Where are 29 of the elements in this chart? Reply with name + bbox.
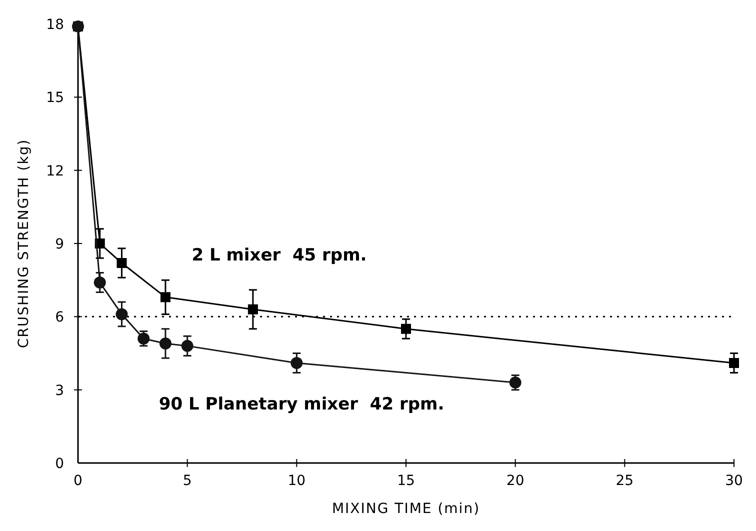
y-tick-label: 12 [46, 163, 64, 180]
text: 2 L mixer 45 rpm. [192, 246, 367, 266]
y-tick-label: 6 [55, 310, 64, 326]
y-axis-title: CRUSHING STRENGTH (kg) [16, 138, 32, 348]
x-tick-label: 15 [397, 473, 415, 489]
x-tick-label: 10 [288, 473, 306, 489]
point [159, 337, 172, 350]
point [94, 276, 106, 289]
point [181, 340, 194, 352]
x-tick-label: 20 [506, 473, 524, 489]
x-tick-label: 5 [182, 473, 192, 489]
y-tick-label: 3 [55, 382, 64, 399]
x-tick-label: 30 [725, 473, 743, 489]
point [290, 357, 303, 370]
point [248, 304, 258, 314]
y-tick-label: 18 [46, 17, 64, 33]
point [160, 292, 170, 302]
point [116, 258, 127, 268]
point [509, 376, 522, 389]
x-axis-title: MIXING TIME (min) [332, 501, 480, 517]
x-tick-label: 25 [616, 473, 634, 489]
series-label: 90 L Planetary mixer 42 rpm. [158, 394, 444, 414]
y-tick-label: 0 [55, 456, 64, 472]
point [401, 324, 411, 334]
x-tick-label: 0 [74, 473, 82, 489]
y-tick-label: 15 [46, 90, 64, 106]
y-tick-label: 9 [55, 236, 64, 252]
point [116, 308, 128, 320]
point [729, 358, 739, 368]
